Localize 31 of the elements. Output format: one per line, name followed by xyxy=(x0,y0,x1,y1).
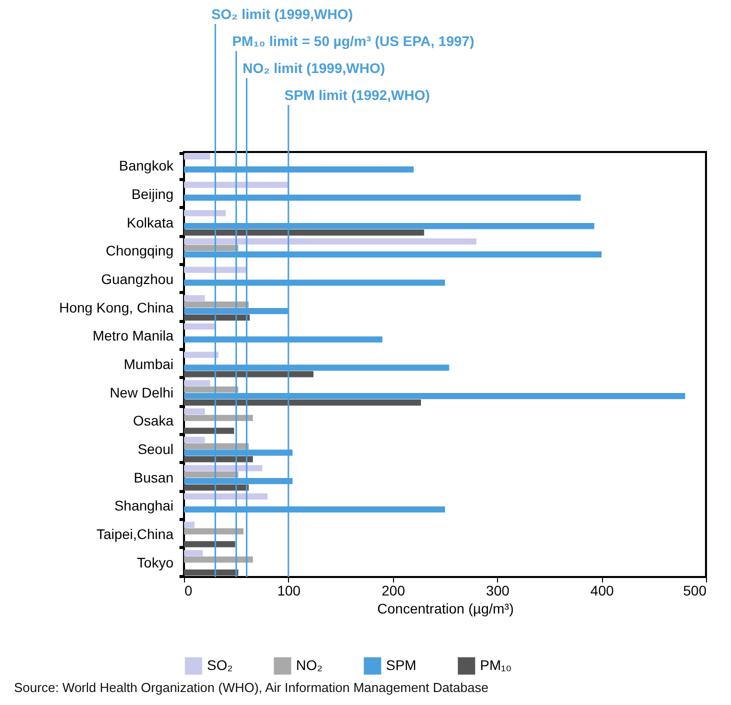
y-tick-label: Beijing xyxy=(131,186,174,202)
x-tick-label: 500 xyxy=(683,582,707,598)
x-axis-title: Concentration (µg/m³) xyxy=(377,600,514,616)
y-tick-label: Metro Manila xyxy=(92,328,174,344)
legend-label: SPM xyxy=(386,656,416,673)
x-tick-label: 400 xyxy=(590,582,614,598)
ref-line-label: NO₂ limit (1999,WHO) xyxy=(242,60,385,76)
y-tick-label: Taipei,China xyxy=(96,526,174,542)
y-tick-label: Tokyo xyxy=(136,554,174,570)
y-tick-label: Chongqing xyxy=(106,242,174,259)
y-tick-label: Bangkok xyxy=(119,158,174,174)
y-tick-label: Busan xyxy=(134,469,174,486)
y-tick-label: Seoul xyxy=(138,441,174,457)
ref-line-label: PM₁₀ limit = 50 µg/m³ (US EPA, 1997) xyxy=(232,33,474,49)
y-tick-label: Guangzhou xyxy=(101,271,174,287)
ref-line-label: SPM limit (1992,WHO) xyxy=(284,87,430,103)
x-tick-label: 0 xyxy=(184,582,192,598)
y-tick-label: Osaka xyxy=(133,412,174,429)
y-tick-label: New Delhi xyxy=(110,384,174,400)
legend-label: PM₁₀ xyxy=(480,656,512,673)
x-tick-label: 100 xyxy=(277,582,301,598)
y-tick-label: Shanghai xyxy=(114,498,174,514)
x-tick-label: 200 xyxy=(382,582,406,598)
ref-line-label: SO₂ limit (1999,WHO) xyxy=(211,6,353,22)
legend-label: NO₂ xyxy=(296,656,322,673)
y-tick-label: Hong Kong, China xyxy=(59,299,174,316)
legend-label: SO₂ xyxy=(207,656,233,673)
source-note: Source: World Health Organization (WHO), Air Information Management Database xyxy=(14,680,490,695)
y-tick-label: Kolkata xyxy=(126,214,174,230)
x-tick-label: 300 xyxy=(486,582,510,598)
y-tick-label: Mumbai xyxy=(124,356,174,372)
